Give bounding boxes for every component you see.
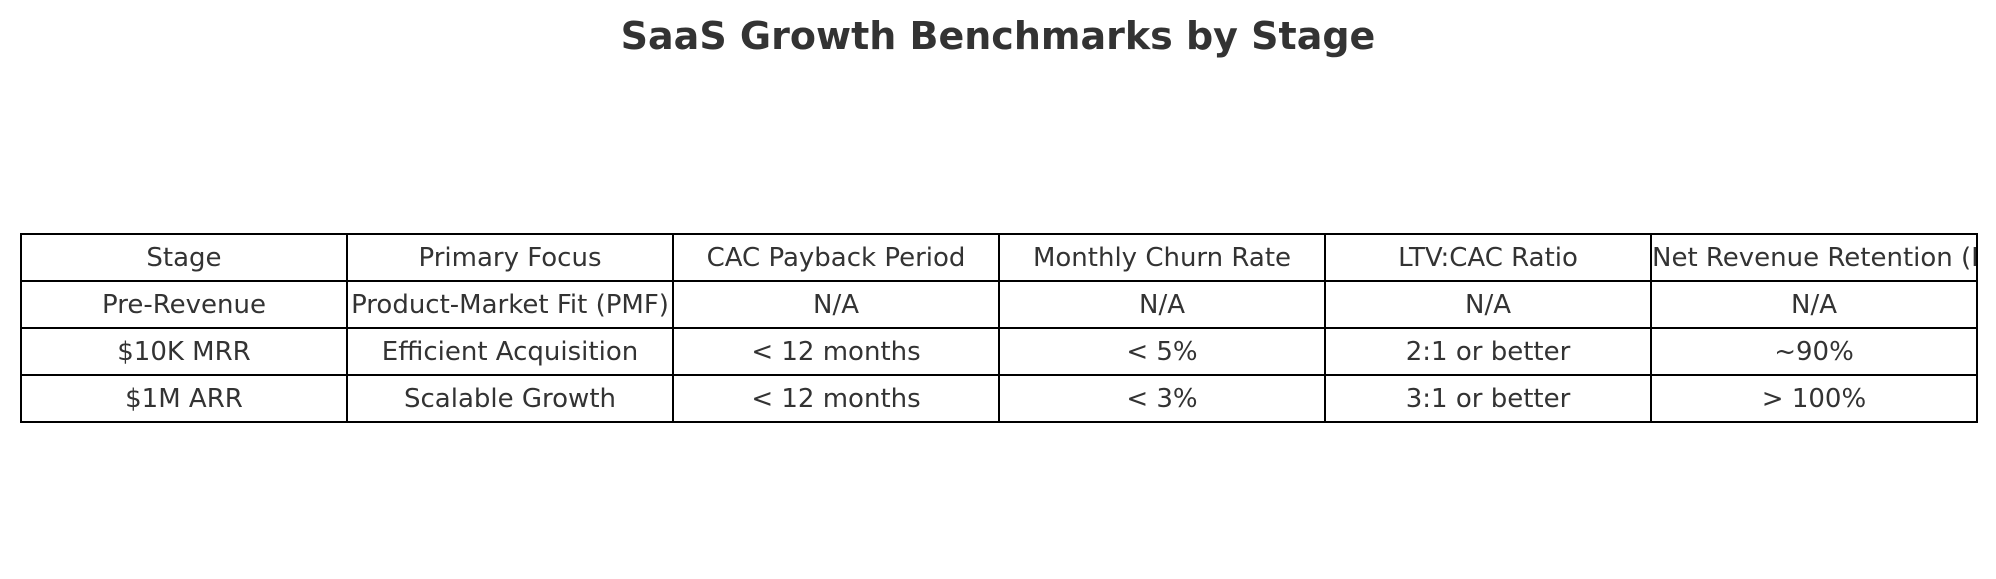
table-cell: Efficient Acquisition [346,327,674,376]
chart-title: SaaS Growth Benchmarks by Stage [620,14,1376,58]
table-cell: < 3% [998,374,1326,423]
table-cell: ~90% [1650,327,1978,376]
table-cell: 2:1 or better [1324,327,1652,376]
table-cell: $1M ARR [20,374,348,423]
header-cell-ltv-cac: LTV:CAC Ratio [1324,233,1652,282]
table-cell: < 12 months [672,327,1000,376]
table-cell: < 5% [998,327,1326,376]
header-cell-primary-focus: Primary Focus [346,233,674,282]
header-cell-monthly-churn: Monthly Churn Rate [998,233,1326,282]
table-cell: N/A [1650,280,1978,329]
header-cell-stage: Stage [20,233,348,282]
table-row: Pre-Revenue Product-Market Fit (PMF) N/A… [20,280,1978,329]
table-header-row: Stage Primary Focus CAC Payback Period M… [20,233,1978,282]
table-cell: Pre-Revenue [20,280,348,329]
table-cell: 3:1 or better [1324,374,1652,423]
header-cell-cac-payback: CAC Payback Period [672,233,1000,282]
table-cell: N/A [672,280,1000,329]
table-cell: N/A [998,280,1326,329]
table-cell: < 12 months [672,374,1000,423]
header-cell-nrr: Net Revenue Retention (NRR) [1650,233,1978,282]
table-cell: Scalable Growth [346,374,674,423]
table-cell: N/A [1324,280,1652,329]
table-row: $10K MRR Efficient Acquisition < 12 mont… [20,327,1978,376]
benchmarks-table: Stage Primary Focus CAC Payback Period M… [20,233,1978,423]
table-row: $1M ARR Scalable Growth < 12 months < 3%… [20,374,1978,423]
table-cell: > 100% [1650,374,1978,423]
table-cell: $10K MRR [20,327,348,376]
table-cell: Product-Market Fit (PMF) [346,280,674,329]
